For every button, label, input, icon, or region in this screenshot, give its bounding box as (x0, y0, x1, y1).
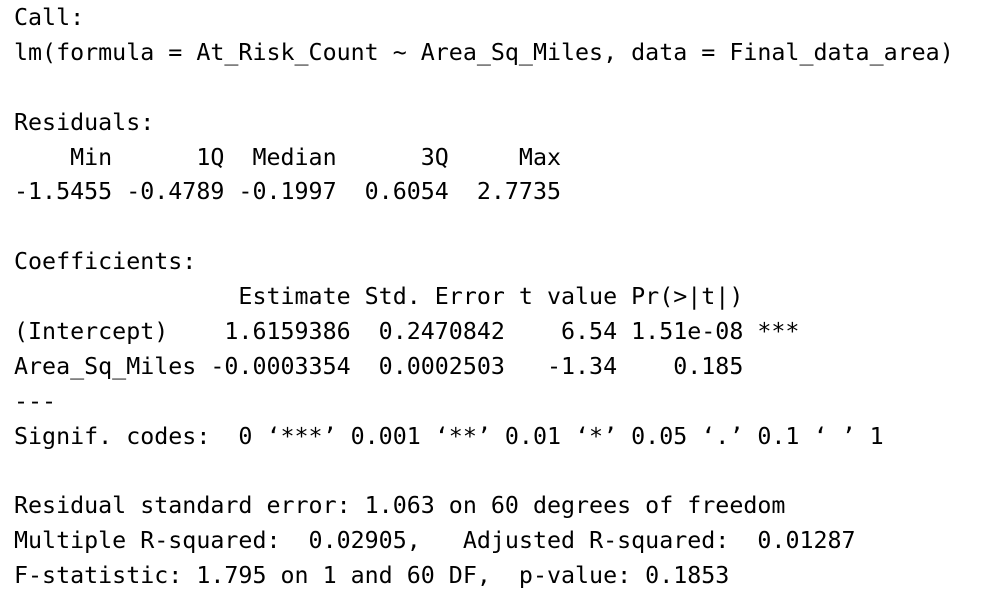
summary-line: Multiple R-squared: 0.02905, Adjusted R-… (14, 527, 856, 554)
signif-codes: Signif. codes: 0 ‘***’ 0.001 ‘**’ 0.01 ‘… (14, 423, 884, 450)
coefficients-row: (Intercept) 1.6159386 0.2470842 6.54 1.5… (14, 318, 800, 345)
call-formula: lm(formula = At_Risk_Count ~ Area_Sq_Mil… (14, 39, 954, 66)
summary-line: F-statistic: 1.795 on 1 and 60 DF, p-val… (14, 562, 730, 589)
summary-line: Residual standard error: 1.063 on 60 deg… (14, 492, 786, 519)
residuals-label: Residuals: (14, 109, 155, 136)
coefficients-row: Area_Sq_Miles -0.0003354 0.0002503 -1.34… (14, 353, 744, 380)
residuals-header: Min 1Q Median 3Q Max (14, 144, 562, 171)
coefficients-label: Coefficients: (14, 248, 197, 275)
residuals-values: -1.5455 -0.4789 -0.1997 0.6054 2.7735 (14, 178, 562, 205)
coefficients-header: Estimate Std. Error t value Pr(>|t|) (14, 283, 744, 310)
call-label: Call: (14, 4, 85, 31)
separator: --- (14, 388, 57, 415)
